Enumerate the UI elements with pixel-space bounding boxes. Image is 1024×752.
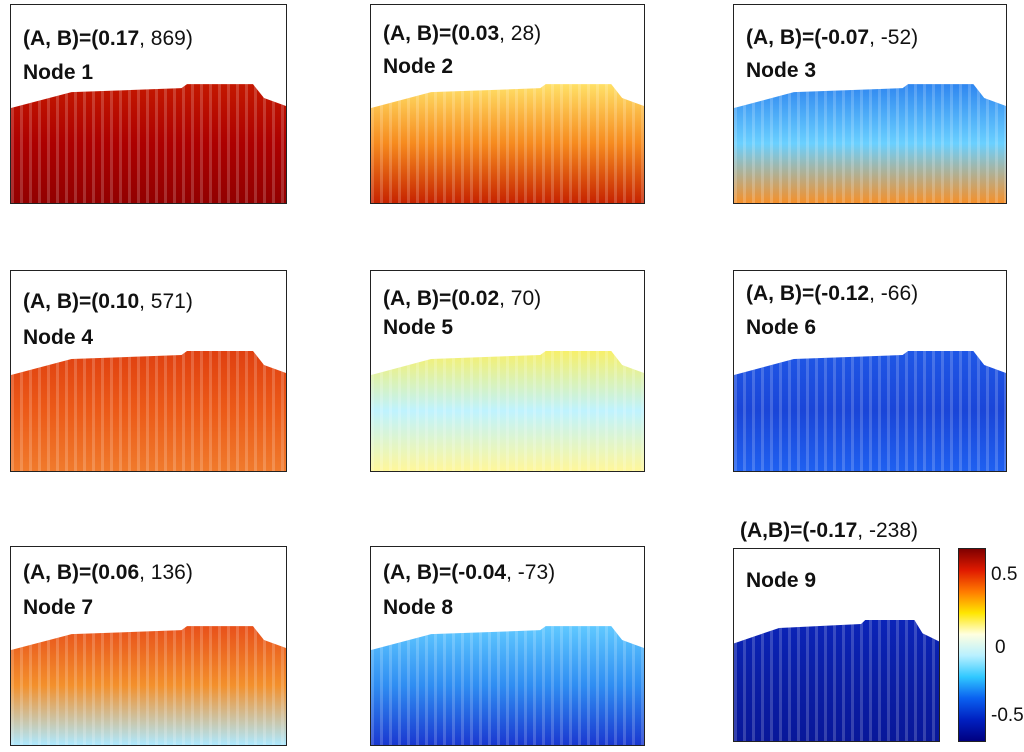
heat-surface [371,626,644,745]
ab-value-label: (A, B)=(0.03, 28) [383,22,542,45]
node-label: Node 9 [746,569,817,592]
heat-surface [734,619,939,741]
heat-surface [371,84,644,203]
surface-texture [11,351,286,471]
heat-surface [371,351,644,471]
surface-texture [734,84,1006,203]
heat-surface [11,84,286,203]
node-label: Node 5 [383,316,454,339]
panel-node-2: (A, B)=(0.03, 28) Node 2 [370,4,645,204]
colorbar-tick-label: -0.5 [991,705,1024,726]
node-label: Node 2 [383,55,454,78]
colorbar-tick-label: 0.5 [991,564,1018,585]
ab-value-label: (A, B)=(0.17, 869) [23,27,193,50]
ab-value-label: (A, B)=(-0.07, -52) [746,26,919,49]
surface-texture [371,351,644,471]
ab-value-label: (A, B)=(-0.04, -73) [383,561,556,584]
ab-value-label: (A, B)=(-0.12, -66) [746,282,919,305]
node-label: Node 8 [383,596,454,619]
surface-texture [734,351,1006,471]
ab-value-label: (A, B)=(0.06, 136) [23,561,193,584]
panel-node-1: (A, B)=(0.17, 869) Node 1 [10,4,287,204]
panel-node-4: (A, B)=(0.10, 571) Node 4 [10,270,287,472]
panel-node-9: Node 9 [733,548,940,742]
colorbar [958,548,986,742]
ab-value-label: (A, B)=(0.02, 70) [383,287,542,310]
node-label: Node 1 [23,61,94,84]
surface-texture [371,626,644,745]
panel-node-3: (A, B)=(-0.07, -52) Node 3 [733,4,1007,204]
surface-texture [11,84,286,203]
panel-node-7: (A, B)=(0.06, 136) Node 7 [10,546,287,746]
node-label: Node 4 [23,326,94,349]
panel-node-5: (A, B)=(0.02, 70) Node 5 [370,270,645,472]
node-label: Node 6 [746,316,817,339]
heat-surface [11,351,286,471]
panel-node-8: (A, B)=(-0.04, -73) Node 8 [370,546,645,746]
surface-texture [371,84,644,203]
panel-node-6: (A, B)=(-0.12, -66) Node 6 [733,270,1007,472]
heat-surface [734,84,1006,203]
surface-texture [11,626,286,745]
heat-surface [734,351,1006,471]
heat-surface [11,626,286,745]
colorbar-tick-label: 0 [995,637,1006,658]
surface-texture [734,619,939,741]
node-label: Node 7 [23,596,94,619]
node-label: Node 3 [746,59,817,82]
ab-value-label-node-9: (A,B)=(-0.17, -238) [740,519,918,542]
ab-value-label: (A, B)=(0.10, 571) [23,290,193,313]
